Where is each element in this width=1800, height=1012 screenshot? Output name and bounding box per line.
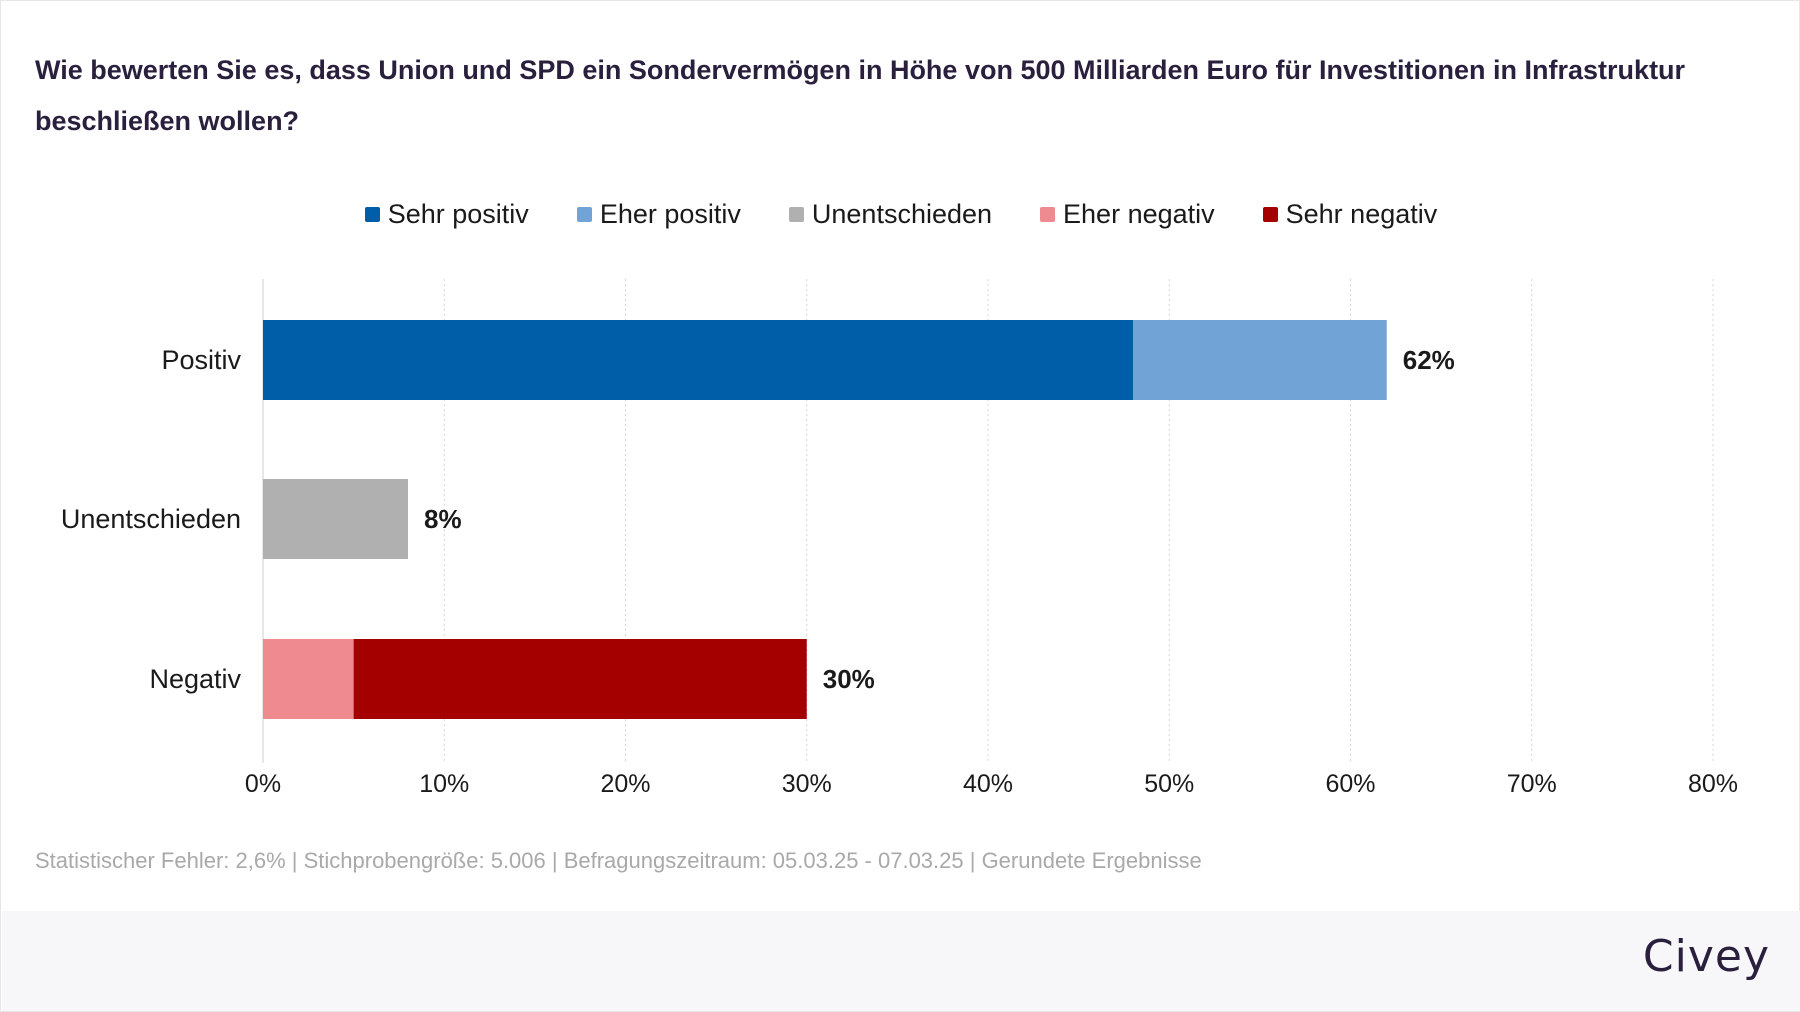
x-tick-label-70: 70%: [1507, 770, 1557, 798]
legend-swatch-sehr-positiv: [364, 206, 380, 222]
x-tick-label-0: 0%: [245, 770, 281, 798]
total-label-positiv: 62%: [1403, 345, 1455, 375]
legend-label-sehr-negativ: Sehr negativ: [1285, 199, 1438, 229]
legend-item-eher-negativ: Eher negativ: [1040, 194, 1215, 234]
legend-swatch-unentschieden: [788, 206, 804, 222]
x-tick-label-80: 80%: [1688, 770, 1738, 798]
legend-item-eher-positiv: Eher positiv: [576, 194, 741, 234]
chart-legend: Sehr positiv Eher positiv Unentschieden …: [1, 194, 1800, 234]
legend-swatch-sehr-negativ: [1262, 206, 1278, 222]
x-tick-label-40: 40%: [963, 770, 1013, 798]
x-tick-label-20: 20%: [600, 770, 650, 798]
legend-label-unentschieden: Unentschieden: [811, 199, 993, 229]
category-label-negativ: Negativ: [149, 664, 241, 694]
legend-swatch-eher-positiv: [576, 206, 592, 222]
chart-title: Wie bewerten Sie es, dass Union und SPD …: [35, 55, 1686, 136]
total-label-unentschieden: 8%: [424, 504, 462, 534]
bar-chart: 0% 10% 20% 30% 40% 50% 60% 70% 80% Positiv 62% Unen…: [61, 279, 1738, 798]
legend-item-sehr-negativ: Sehr negativ: [1262, 194, 1438, 234]
footer-bar: Civey: [2, 911, 1800, 1011]
legend-label-eher-negativ: Eher negativ: [1063, 199, 1215, 229]
legend-item-sehr-positiv: Sehr positiv: [364, 194, 529, 234]
chart-footnote: Statistischer Fehler: 2,6% | Stichproben…: [35, 848, 1202, 873]
legend-label-eher-positiv: Eher positiv: [599, 199, 741, 229]
legend-swatch-eher-negativ: [1040, 206, 1056, 222]
category-label-unentschieden: Unentschieden: [61, 504, 241, 534]
legend-item-unentschieden: Unentschieden: [788, 194, 993, 234]
legend-label-sehr-positiv: Sehr positiv: [387, 199, 529, 229]
bar-unentschieden-unentschieden: [263, 479, 408, 559]
x-tick-label-50: 50%: [1144, 770, 1194, 798]
category-label-positiv: Positiv: [161, 345, 241, 375]
bar-negativ-sehr-negativ: [353, 639, 807, 719]
bar-negativ-eher-negativ: [263, 639, 354, 719]
x-tick-label-10: 10%: [419, 770, 469, 798]
bar-positiv-sehr-positiv: [263, 320, 1133, 400]
bar-positiv-eher-positiv: [1133, 320, 1387, 400]
civey-logo: Civey: [1642, 931, 1770, 982]
x-tick-label-60: 60%: [1325, 770, 1375, 798]
x-tick-label-30: 30%: [782, 770, 832, 798]
total-label-negativ: 30%: [823, 664, 875, 694]
